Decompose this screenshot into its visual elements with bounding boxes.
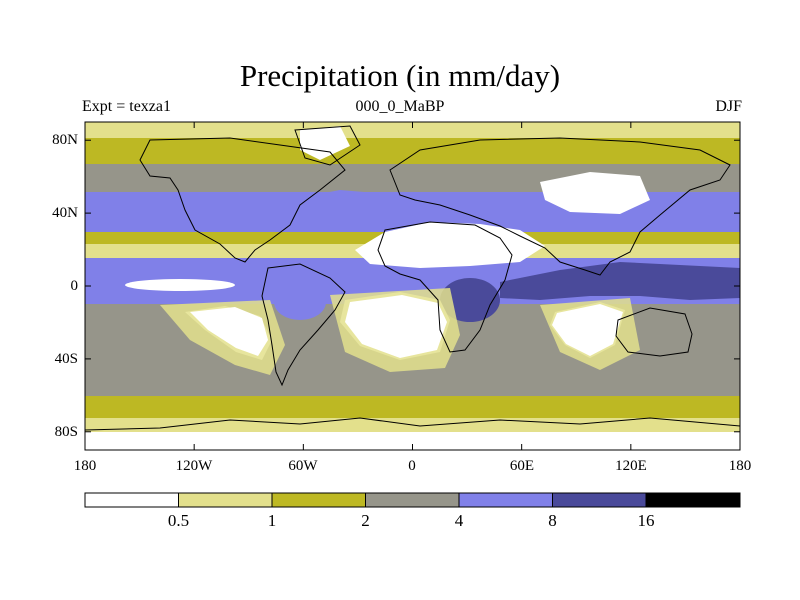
siberia-dry bbox=[540, 172, 650, 214]
greenland-dry bbox=[300, 126, 350, 160]
x-tick-label: 60E bbox=[510, 458, 534, 474]
south-pacific-halo-core bbox=[190, 307, 268, 356]
x-tick-label: 180 bbox=[74, 458, 97, 474]
band-antarctica bbox=[85, 432, 740, 450]
map-field bbox=[85, 122, 740, 450]
y-tick-label: 40S bbox=[55, 351, 78, 367]
north-pacific-storm-track bbox=[85, 195, 240, 232]
south-indian-halo-core bbox=[552, 304, 623, 356]
eurasia-coast bbox=[389, 137, 731, 276]
colorbar-swatch bbox=[272, 493, 366, 507]
coastlines bbox=[85, 125, 740, 431]
north-atlantic-storm-track bbox=[260, 190, 400, 230]
north-america-coast bbox=[139, 137, 346, 263]
sahara-arabia-dry bbox=[355, 222, 545, 268]
colorbar-label: 4 bbox=[455, 511, 464, 530]
colorbar-swatch bbox=[365, 493, 459, 507]
plot-title: Precipitation (in mm/day) bbox=[239, 58, 561, 93]
north-pacific-dry-patch bbox=[125, 279, 235, 291]
time-label: 000_0_MaBP bbox=[355, 98, 445, 115]
africa-wet-region bbox=[440, 278, 500, 322]
colorbar-swatch bbox=[646, 493, 740, 507]
greenland-coast bbox=[294, 125, 361, 166]
colorbar-label: 2 bbox=[361, 511, 370, 530]
colorbar-label: 0.5 bbox=[168, 511, 189, 530]
band-arctic bbox=[85, 122, 740, 138]
x-tick-label: 120W bbox=[176, 458, 214, 474]
colorbar: 0.5 1 2 4 8 16 bbox=[84, 492, 741, 530]
africa-coast bbox=[377, 221, 513, 353]
colorbar-swatch bbox=[459, 493, 553, 507]
colorbar-label: 1 bbox=[268, 511, 277, 530]
colorbar-swatch bbox=[85, 493, 179, 507]
colorbar-label: 16 bbox=[638, 511, 655, 530]
itcz-core bbox=[500, 262, 740, 300]
south-atlantic-halo-core bbox=[345, 295, 447, 358]
south-america-coast bbox=[261, 263, 346, 387]
y-tick-label: 40N bbox=[52, 205, 78, 221]
y-tick-label: 0 bbox=[71, 278, 79, 294]
x-tick-label: 0 bbox=[408, 458, 416, 474]
x-tick-label: 180 bbox=[729, 458, 752, 474]
australia-coast bbox=[615, 307, 693, 357]
colorbar-swatch bbox=[178, 493, 272, 507]
x-tick-label: 60W bbox=[288, 458, 318, 474]
brazil-wet-region bbox=[274, 284, 326, 320]
colorbar-label: 8 bbox=[548, 511, 557, 530]
colorbar-swatch bbox=[552, 493, 646, 507]
season-label: DJF bbox=[715, 98, 742, 115]
band-south-high bbox=[85, 396, 740, 418]
y-tick-label: 80S bbox=[55, 424, 78, 440]
x-tick-label: 120E bbox=[615, 458, 647, 474]
colorbar-frame bbox=[84, 492, 741, 508]
y-tick-label: 80N bbox=[52, 132, 78, 148]
axis-ticks bbox=[84, 122, 741, 450]
experiment-label: Expt = texza1 bbox=[82, 98, 171, 115]
band-high-north bbox=[85, 138, 740, 164]
antarctica-coast bbox=[85, 417, 740, 431]
